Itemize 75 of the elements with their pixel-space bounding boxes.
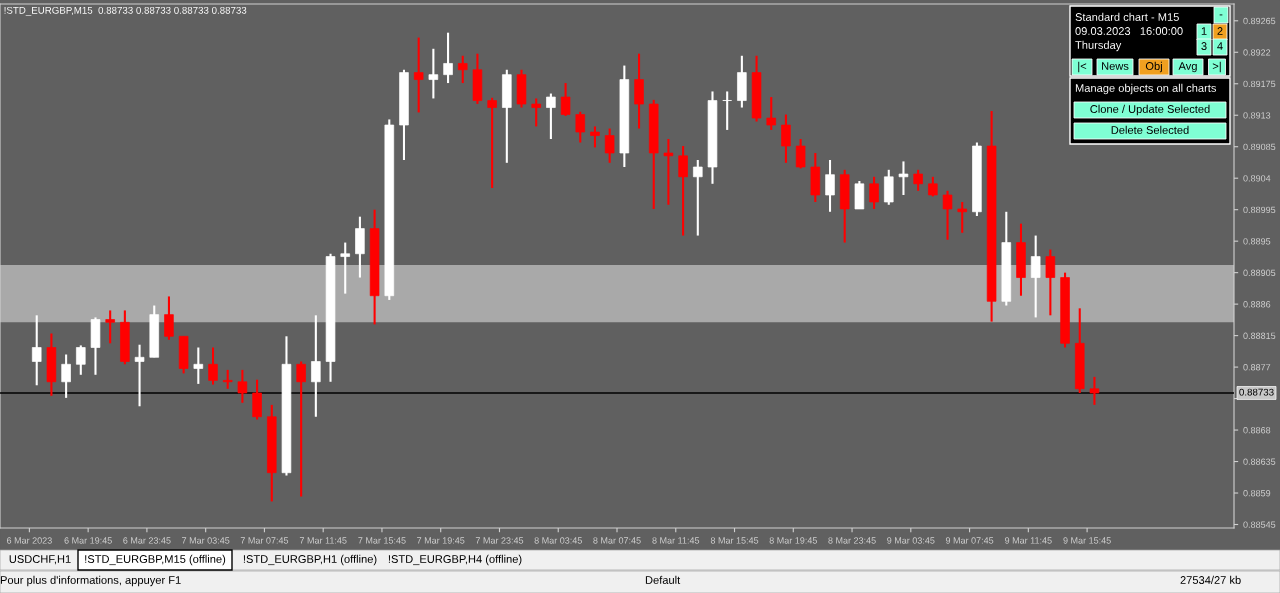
x-tick-label: 8 Mar 03:45 (534, 537, 582, 544)
annotation: |< (1078, 61, 1087, 73)
text: Default (645, 575, 681, 584)
annotation: Clone / Update Selected (1090, 104, 1210, 116)
y-tick-label: 0.8859 (1243, 489, 1271, 497)
x-tick-label: 7 Mar 19:45 (417, 537, 465, 544)
y-tick-label: 0.88905 (1243, 269, 1276, 277)
x-tick-label: 7 Mar 11:45 (299, 537, 347, 544)
annotation: 1 (1201, 27, 1207, 35)
annotation: Obj (1145, 61, 1162, 73)
y-tick-label: 0.8904 (1243, 175, 1271, 182)
candlestick (942, 189, 953, 241)
x-tick-label: 6 Mar 2023 (7, 537, 52, 544)
annotation: 3 (1201, 42, 1207, 50)
candlestick (957, 200, 967, 234)
candlestick (663, 137, 674, 206)
candlestick (722, 90, 732, 131)
x-tick-label: 8 Mar 11:45 (652, 537, 700, 544)
x-tick-label: 9 Mar 15:45 (1063, 537, 1111, 544)
y-tick-label: 0.8886 (1243, 301, 1271, 308)
text: Pour plus d'informations, appuyer F1 (0, 575, 181, 587)
x-tick-label: 7 Mar 15:45 (358, 537, 406, 544)
y-tick-label: 0.8913 (1243, 112, 1271, 119)
ref-line-label: 0.88733 (1239, 388, 1274, 396)
candlestick (531, 97, 541, 128)
annotation: News (1102, 62, 1129, 70)
x-tick-label: 7 Mar 07:45 (240, 537, 289, 544)
y-tick-label: 0.88545 (1243, 521, 1276, 528)
y-tick-label: 0.8868 (1243, 427, 1271, 434)
x-tick-label: 8 Mar 07:45 (593, 537, 641, 544)
annotation: Standard chart - M15 (1075, 12, 1179, 21)
text: !STD_EURGBP,H1 (offline) (243, 554, 377, 566)
text: !STD_EURGBP,H4 (offline) (388, 554, 522, 566)
text: !STD_EURGBP,M15 (offline) (85, 554, 226, 566)
y-tick-label: 0.88815 (1243, 332, 1276, 339)
y-tick-label: 0.89175 (1243, 80, 1276, 88)
y-tick-label: 0.8877 (1243, 364, 1271, 371)
candlestick (928, 175, 938, 198)
y-tick-label: 0.88635 (1243, 458, 1276, 465)
y-tick-label: 0.8922 (1243, 49, 1271, 56)
x-tick-label: 9 Mar 07:45 (945, 537, 994, 544)
y-tick-label: 0.89085 (1243, 143, 1276, 151)
candlestick (340, 241, 350, 295)
x-tick-label: 8 Mar 23:45 (828, 537, 876, 544)
text: USDCHF,H1 (9, 555, 71, 565)
annotation: Manage objects on all charts (1075, 83, 1217, 95)
candlestick (237, 368, 248, 404)
x-tick-label: 8 Mar 15:45 (710, 537, 759, 544)
x-tick-label: 7 Mar 03:45 (182, 537, 230, 544)
x-tick-label: 9 Mar 11:45 (1005, 537, 1052, 544)
annotation: - (1219, 14, 1223, 16)
candlestick (1089, 375, 1100, 406)
x-tick-label: 7 Mar 23:45 (475, 537, 524, 544)
candlestick (546, 92, 556, 141)
annotation: 09.03.2023 16:00:00 (1075, 27, 1183, 35)
annotation: >| (1212, 61, 1221, 73)
x-tick-label: 6 Mar 23:45 (123, 537, 171, 544)
candlestick (590, 125, 600, 149)
x-tick-label: 9 Mar 03:45 (887, 537, 935, 544)
y-tick-label: 0.89265 (1243, 17, 1276, 25)
candlestick (766, 96, 777, 131)
y-tick-label: 0.8895 (1243, 238, 1271, 245)
text: 27534/27 kb (1180, 575, 1241, 584)
chart-title: !STD_EURGBP,M15 0.88733 0.88733 0.88733 0.88733 (4, 6, 247, 16)
candlestick (898, 160, 909, 197)
x-tick-label: 6 Mar 19:45 (64, 537, 112, 544)
annotation: Delete Selected (1111, 125, 1189, 134)
annotation: 2 (1217, 27, 1223, 35)
candlestick (105, 309, 115, 345)
annotation: Avg (1178, 62, 1197, 73)
annotation: 4 (1217, 42, 1223, 50)
annotation: Thursday (1075, 40, 1122, 52)
y-tick-label: 0.88995 (1243, 206, 1276, 214)
candlestick (428, 47, 439, 100)
x-tick-label: 8 Mar 19:45 (769, 537, 817, 544)
